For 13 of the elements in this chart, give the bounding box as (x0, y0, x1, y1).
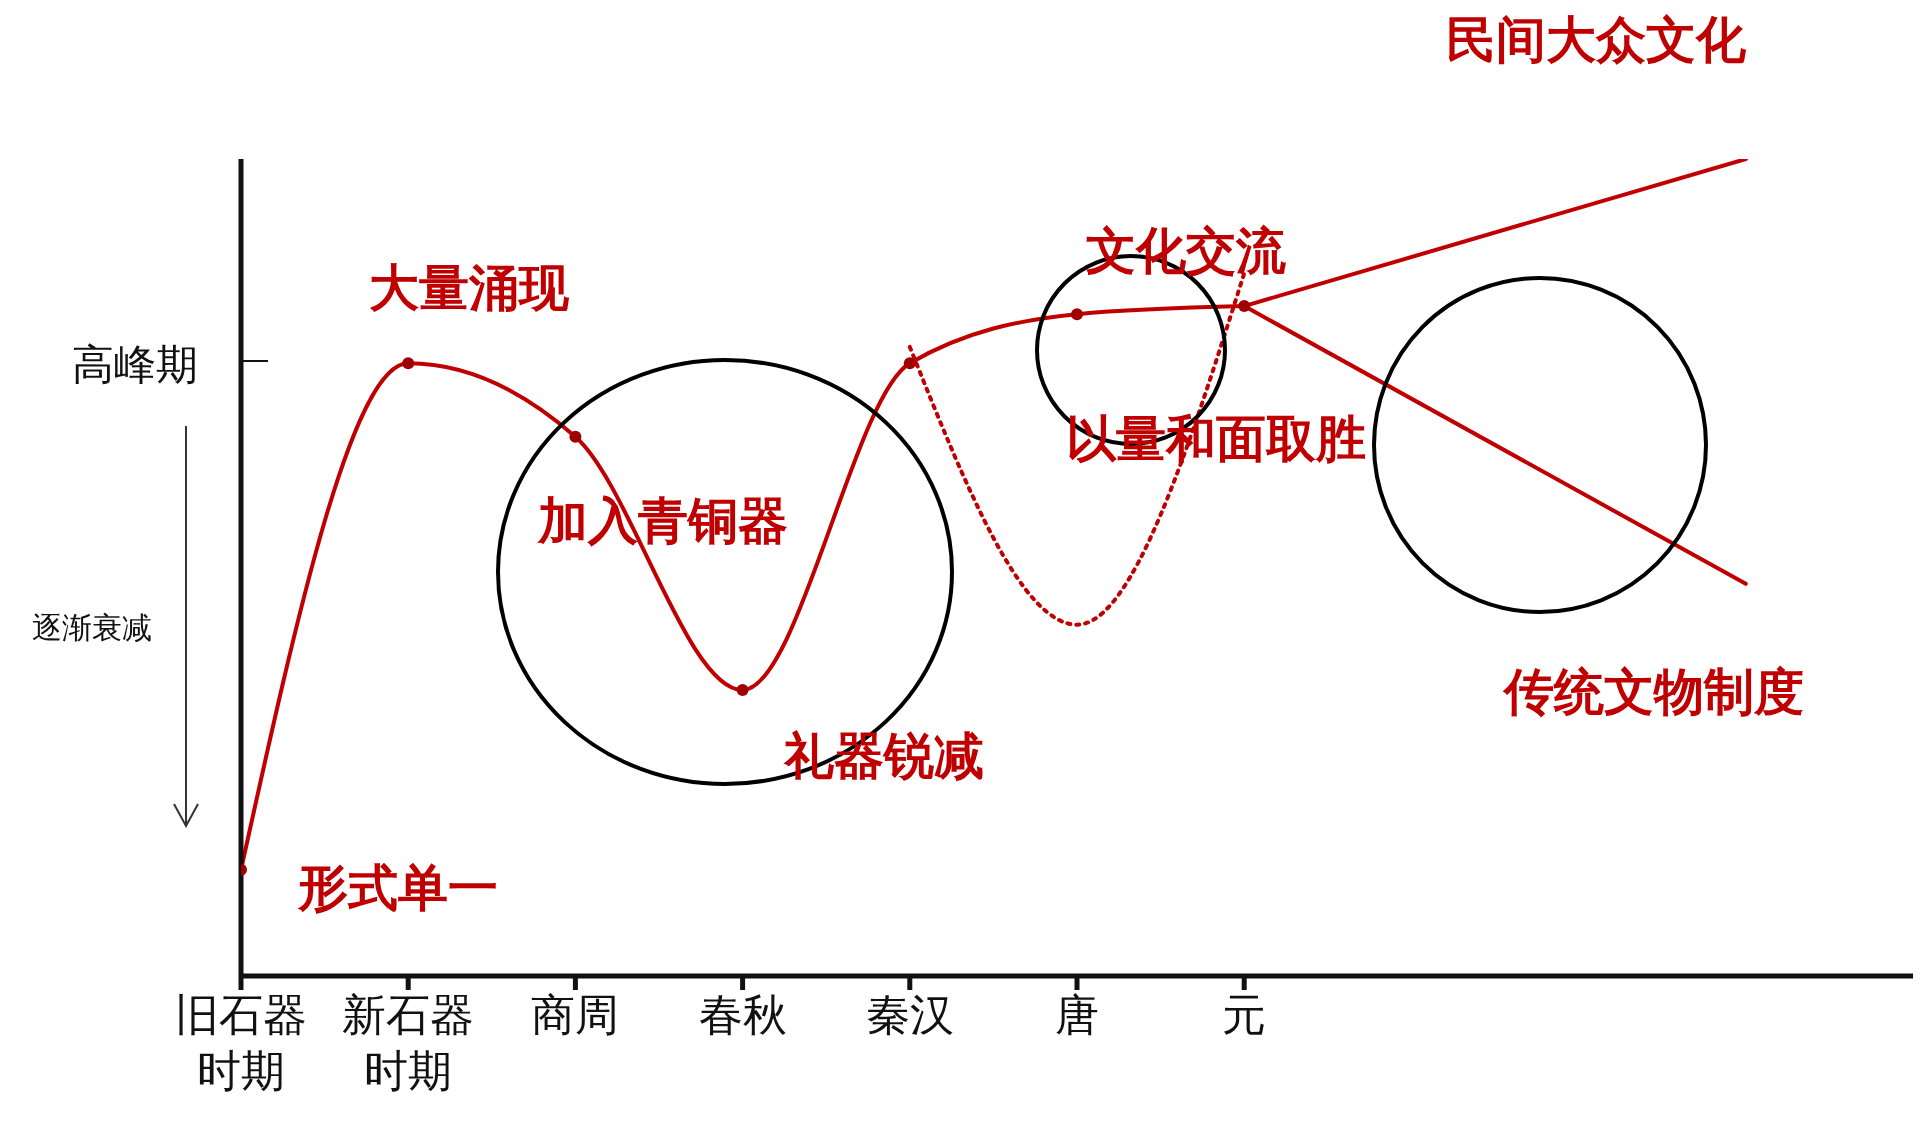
text: 高峰期 (72, 339, 198, 389)
x-tick-label: 春秋 (698, 989, 787, 1040)
annotation: 形式单一 (298, 858, 498, 917)
x-tick-label: 唐 (1055, 989, 1099, 1040)
annotation: 大量涌现 (369, 258, 569, 317)
x-tick-label: 元 (1222, 989, 1267, 1040)
text: 民间大众文化 (1446, 10, 1746, 69)
annotation: 传统文物制度 (1504, 662, 1804, 721)
x-tick-label: 秦汉 (865, 989, 954, 1040)
x-tick-label: 新石器时期 (342, 989, 475, 1096)
x-tick-label: 旧石器时期 (175, 989, 307, 1096)
text: 逐渐衰减 (32, 609, 152, 645)
x-tick-label: 商周 (531, 989, 620, 1040)
